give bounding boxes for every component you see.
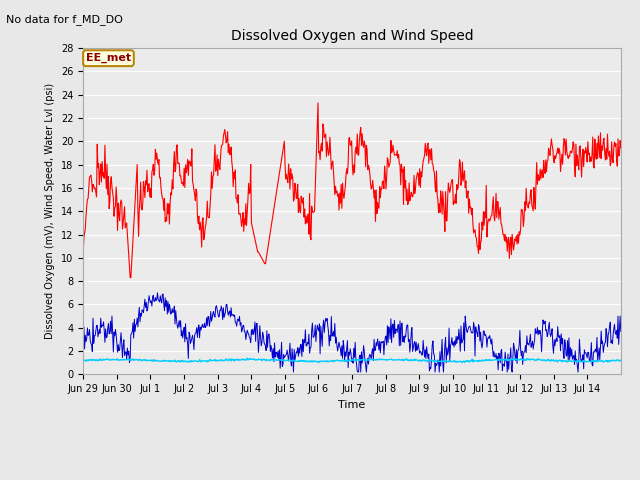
WaterLevel	[617, 357, 625, 363]
WaterLevel	[269, 357, 276, 362]
ws	[154, 290, 161, 296]
DisOxy	[617, 145, 625, 151]
ws	[79, 339, 87, 345]
DisOxy	[143, 168, 151, 173]
WaterLevel	[289, 358, 296, 363]
DisOxy	[79, 252, 87, 257]
Text: EE_met: EE_met	[86, 53, 131, 63]
ws	[269, 355, 276, 360]
ws	[439, 360, 447, 366]
Line: WaterLevel: WaterLevel	[83, 358, 621, 362]
DisOxy	[269, 216, 276, 221]
ws	[143, 300, 150, 305]
Title: Dissolved Oxygen and Wind Speed: Dissolved Oxygen and Wind Speed	[230, 29, 474, 43]
DisOxy	[409, 194, 417, 200]
DisOxy	[242, 201, 250, 206]
X-axis label: Time: Time	[339, 400, 365, 409]
WaterLevel	[79, 357, 87, 363]
ws	[409, 348, 417, 354]
Line: DisOxy: DisOxy	[83, 103, 621, 277]
WaterLevel	[408, 358, 416, 363]
WaterLevel	[143, 357, 150, 363]
ws	[290, 369, 298, 375]
DisOxy	[289, 176, 296, 181]
Y-axis label: Dissolved Oxygen (mV), Wind Speed, Water Lvl (psi): Dissolved Oxygen (mV), Wind Speed, Water…	[45, 83, 56, 339]
WaterLevel	[438, 359, 446, 365]
Line: ws: ws	[83, 293, 621, 372]
DisOxy	[439, 189, 447, 194]
DisOxy	[314, 100, 322, 106]
ws	[289, 355, 296, 361]
WaterLevel	[241, 357, 249, 363]
ws	[617, 328, 625, 334]
ws	[242, 336, 250, 342]
WaterLevel	[243, 355, 251, 361]
WaterLevel	[461, 360, 468, 365]
DisOxy	[126, 275, 134, 280]
Text: No data for f_MD_DO: No data for f_MD_DO	[6, 14, 124, 25]
